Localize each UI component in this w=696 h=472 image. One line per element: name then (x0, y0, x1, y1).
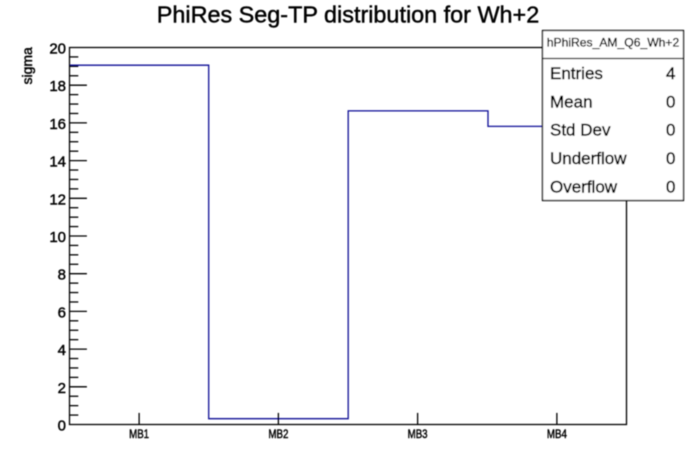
svg-text:MB4: MB4 (547, 427, 567, 441)
svg-text:4: 4 (666, 64, 675, 83)
svg-text:PhiRes Seg-TP distribution for: PhiRes Seg-TP distribution for Wh+2 (157, 2, 539, 28)
svg-text:Mean: Mean (550, 92, 593, 111)
svg-text:0: 0 (58, 418, 66, 435)
svg-text:Std Dev: Std Dev (550, 121, 611, 140)
svg-text:Overflow: Overflow (550, 178, 618, 197)
svg-text:0: 0 (666, 178, 675, 197)
svg-text:MB1: MB1 (129, 427, 149, 441)
svg-text:0: 0 (666, 149, 675, 168)
svg-text:16: 16 (49, 116, 66, 133)
svg-text:0: 0 (666, 121, 675, 140)
svg-text:hPhiRes_AM_Q6_Wh+2: hPhiRes_AM_Q6_Wh+2 (547, 36, 680, 50)
svg-text:2: 2 (58, 380, 66, 397)
svg-text:4: 4 (58, 342, 66, 359)
svg-text:20: 20 (49, 41, 66, 58)
svg-text:6: 6 (58, 304, 66, 321)
svg-text:12: 12 (49, 191, 66, 208)
svg-text:sigma: sigma (19, 47, 35, 85)
svg-text:0: 0 (666, 92, 675, 111)
svg-text:MB2: MB2 (268, 427, 288, 441)
svg-text:14: 14 (49, 154, 66, 171)
svg-text:MB3: MB3 (408, 427, 428, 441)
svg-text:Underflow: Underflow (550, 149, 627, 168)
svg-text:18: 18 (49, 78, 66, 95)
svg-text:10: 10 (49, 229, 66, 246)
svg-text:8: 8 (58, 267, 66, 284)
svg-text:Entries: Entries (550, 64, 603, 83)
